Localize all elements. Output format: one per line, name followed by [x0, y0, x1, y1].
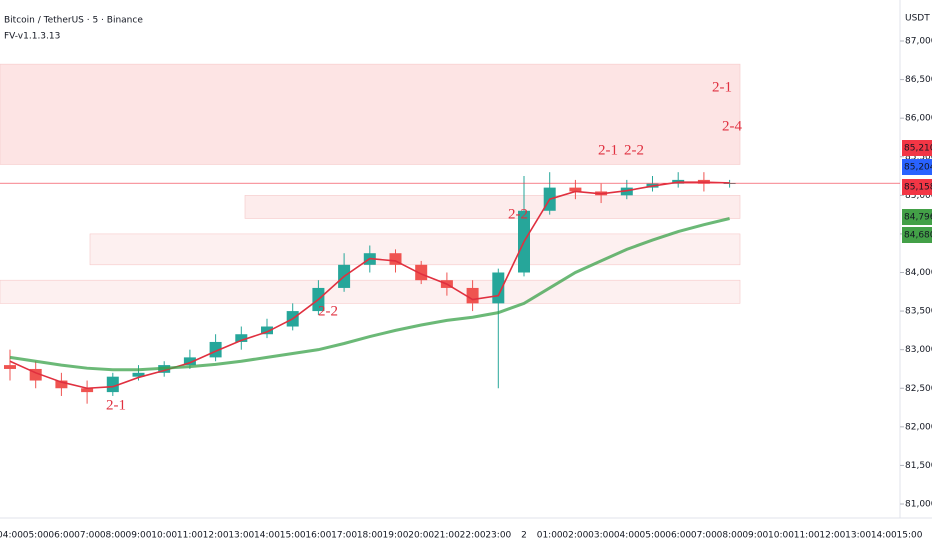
y-tick-label: 81,500.00 — [905, 461, 932, 471]
candle-body — [183, 357, 196, 366]
price-label: 85,158.04 — [904, 183, 932, 193]
price-label-box — [902, 159, 932, 175]
x-tick-label: 08:00 — [717, 531, 743, 541]
y-tick-label: 84,000.00 — [905, 268, 932, 278]
y-tick-label: 85,500.00 — [905, 152, 932, 162]
x-tick-label: 23:00 — [485, 531, 511, 541]
price-label: 85,204.36 — [904, 163, 932, 173]
candle-body — [106, 376, 119, 393]
x-tick-label: 10:00 — [768, 531, 794, 541]
y-tick-label: 87,000.00 — [905, 37, 932, 47]
x-tick-label: 01:00 — [537, 531, 563, 541]
candle-body — [466, 287, 479, 304]
x-tick-label: 17:00 — [331, 531, 357, 541]
x-tick-label: 02:00 — [562, 531, 588, 541]
x-tick-label: 13:00 — [845, 531, 871, 541]
ma-line — [9, 181, 730, 390]
y-tick-label: 86,000.00 — [905, 114, 932, 124]
zone — [89, 233, 741, 266]
x-tick-label: 15:00 — [897, 531, 923, 541]
candle-body — [235, 334, 248, 342]
x-tick-label: 21:00 — [434, 531, 460, 541]
candle-body — [81, 388, 94, 393]
y-tick-label: 82,500.00 — [905, 384, 932, 394]
price-label: 84,680.40 — [904, 231, 932, 241]
y-axis-label: USDT — [905, 14, 930, 24]
x-tick-label: 08:00 — [100, 531, 126, 541]
x-tick-label: 2 — [521, 531, 527, 541]
x-tick-label: 07:00 — [74, 531, 100, 541]
price-label-box — [902, 179, 932, 195]
x-tick-label: 13:00 — [228, 531, 254, 541]
x-tick-label: 07:00 — [691, 531, 717, 541]
y-tick-label: 85,000.00 — [905, 191, 932, 201]
y-tick-label: 83,000.00 — [905, 345, 932, 355]
x-tick-label: 05:00 — [640, 531, 666, 541]
candle-body — [569, 187, 582, 192]
x-tick-label: 18:00 — [357, 531, 383, 541]
x-tick-label: 10:00 — [151, 531, 177, 541]
annotation: 2-2 — [508, 206, 528, 222]
x-tick-label: 05:00 — [23, 531, 49, 541]
zone — [0, 279, 741, 304]
candle-body — [209, 341, 222, 358]
annotation: 2-1 — [598, 142, 618, 158]
x-tick-label: 06:00 — [48, 531, 74, 541]
candle-body — [132, 372, 145, 377]
x-tick-label: 22:00 — [460, 531, 486, 541]
x-tick-label: 09:00 — [126, 531, 152, 541]
zone — [244, 195, 741, 219]
x-tick-label: 09:00 — [742, 531, 768, 541]
x-tick-label: 11:00 — [794, 531, 820, 541]
y-tick-label: 82,000.00 — [905, 422, 932, 432]
x-tick-label: 19:00 — [383, 531, 409, 541]
price-label: 84,796.30 — [904, 213, 932, 223]
annotation: 2-2 — [624, 142, 644, 158]
x-tick-label: 06:00 — [665, 531, 691, 541]
annotation: 2-1 — [712, 79, 732, 95]
annotation: 2-1 — [106, 397, 126, 413]
annotation: 2-4 — [722, 118, 742, 134]
x-tick-label: 14:00 — [871, 531, 897, 541]
price-label-box — [902, 227, 932, 243]
x-tick-label: 03:00 — [588, 531, 614, 541]
candle-body — [415, 264, 428, 281]
candle-body — [55, 380, 68, 389]
price-label-box — [902, 140, 932, 156]
x-tick-label: 15:00 — [280, 531, 306, 541]
x-tick-label: 16:00 — [305, 531, 331, 541]
annotation: 2-2 — [318, 303, 338, 319]
candle-body — [261, 326, 273, 335]
x-tick-label: 04:00 — [0, 531, 23, 541]
price-label: 85,210.14 — [904, 144, 932, 154]
x-tick-label: 04:00 — [614, 531, 640, 541]
chart-subtitle: FV-v1.1.3.13 — [4, 32, 60, 42]
zone — [0, 63, 741, 165]
ma-line — [9, 217, 730, 372]
x-tick-label: 12:00 — [819, 531, 845, 541]
candle-body — [4, 365, 16, 369]
x-tick-label: 11:00 — [177, 531, 203, 541]
x-tick-label: 14:00 — [254, 531, 280, 541]
x-tick-label: 12:00 — [203, 531, 229, 541]
x-tick-label: 20:00 — [408, 531, 434, 541]
price-label-box — [902, 209, 932, 225]
candle-body — [723, 182, 736, 184]
candle-body — [29, 368, 42, 381]
candle-body — [389, 253, 402, 265]
y-tick-label: 86,500.00 — [905, 75, 932, 85]
chart-title: Bitcoin / TetherUS · 5 · Binance — [4, 16, 143, 26]
y-tick-label: 81,000.00 — [905, 500, 932, 510]
y-tick-label: 83,500.00 — [905, 307, 932, 317]
